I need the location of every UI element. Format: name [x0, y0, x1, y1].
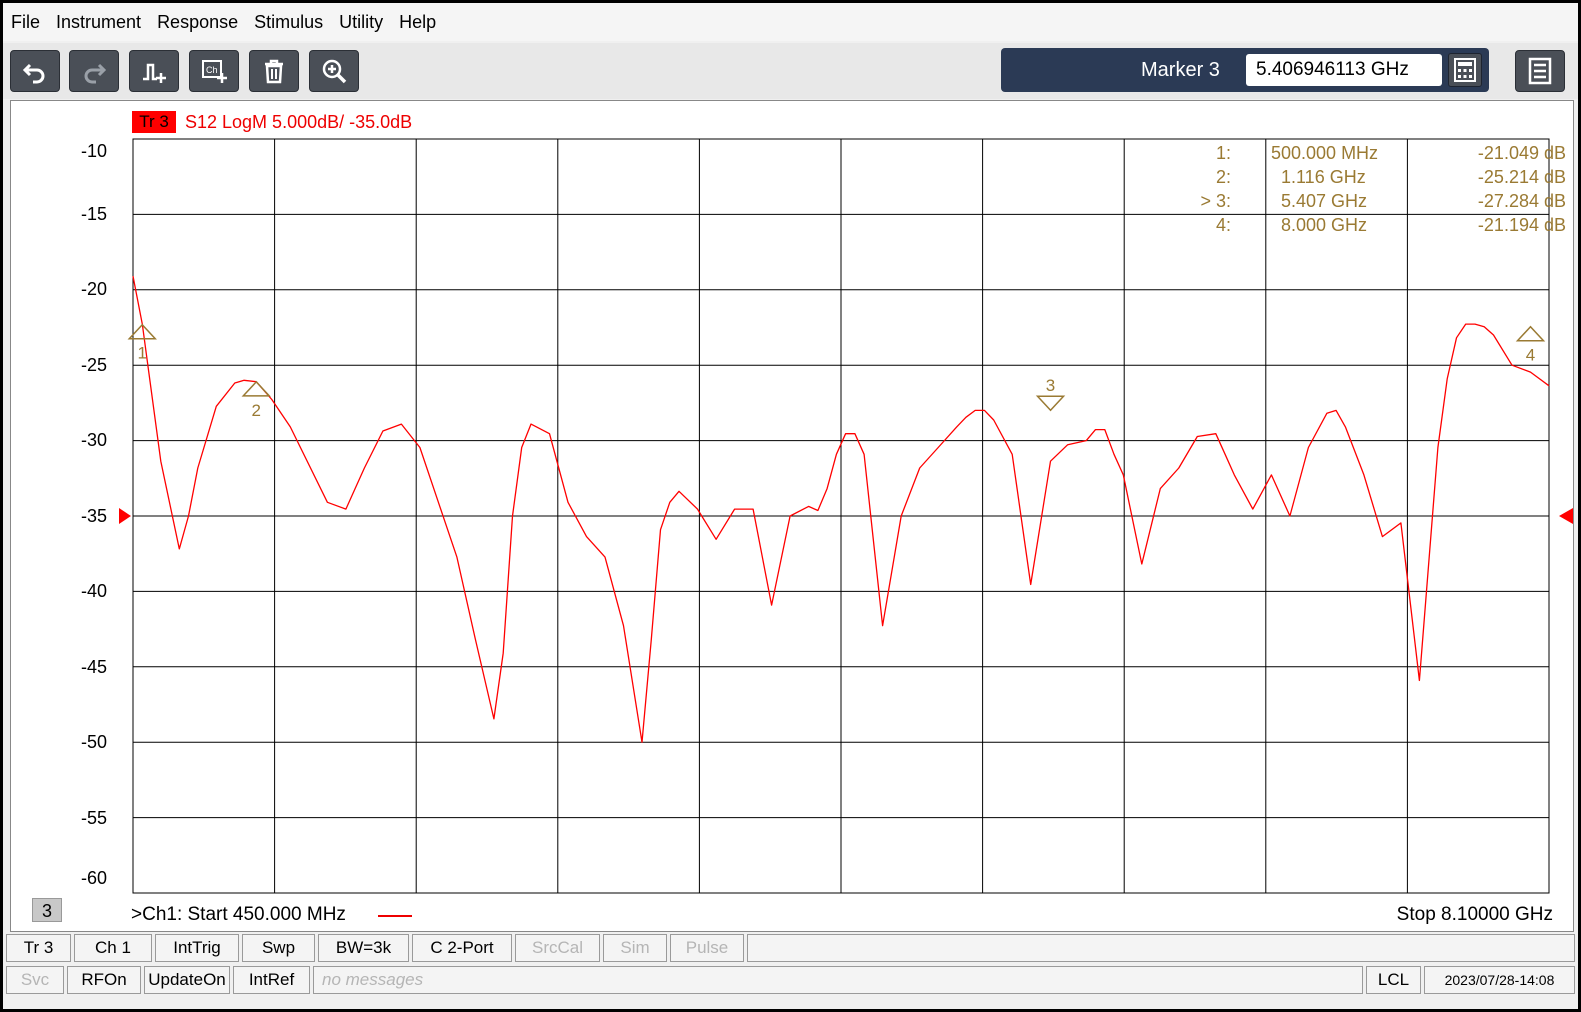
- status-lcl[interactable]: LCL: [1366, 966, 1421, 994]
- status-update-on[interactable]: UpdateOn: [144, 966, 230, 994]
- redo-button[interactable]: [69, 50, 119, 92]
- delete-button[interactable]: [249, 50, 299, 92]
- undo-icon: [22, 63, 45, 84]
- status-messages: no messages: [313, 966, 1363, 994]
- channel-number-box[interactable]: 3: [32, 898, 62, 922]
- status-intref[interactable]: IntRef: [233, 966, 310, 994]
- softkey-menu-icon: [1528, 57, 1552, 85]
- stop-frequency-label[interactable]: Stop 8.10000 GHz: [1396, 904, 1553, 925]
- status-svc[interactable]: Svc: [6, 966, 64, 994]
- trace-title: S12 LogM 5.000dB/ -35.0dB: [185, 112, 413, 132]
- keypad-button[interactable]: [1448, 53, 1482, 87]
- status-calibration[interactable]: C 2-Port: [412, 934, 512, 962]
- trace-badge[interactable]: Tr 3: [132, 111, 176, 133]
- marker-frequency: 8.000 GHz: [1281, 215, 1368, 235]
- y-tick-label: -55: [80, 808, 107, 828]
- status-trigger[interactable]: IntTrig: [155, 934, 239, 962]
- add-channel-button[interactable]: Ch: [189, 50, 239, 92]
- status-trace[interactable]: Tr 3: [6, 934, 71, 962]
- add-trace-icon: [143, 63, 166, 83]
- status-sweep[interactable]: Swp: [242, 934, 315, 962]
- marker-number-label: 2: [252, 401, 261, 420]
- marker-frequency: 5.407 GHz: [1281, 191, 1368, 211]
- status-pulse[interactable]: Pulse: [670, 934, 744, 962]
- y-tick-label: -45: [80, 657, 107, 677]
- keypad-icon: [1454, 58, 1476, 82]
- zoom-icon: [322, 59, 347, 84]
- status-empty: [747, 934, 1575, 962]
- vna-window: File Instrument Response Stimulus Utilit…: [3, 3, 1578, 1009]
- delete-icon: [265, 59, 283, 84]
- y-tick-label: -25: [80, 355, 107, 375]
- marker-number: > 3:: [1200, 191, 1231, 211]
- y-tick-label: -30: [80, 430, 107, 450]
- trace-color-swatch: [378, 915, 412, 917]
- menu-response[interactable]: Response: [157, 12, 239, 32]
- marker-number: 4:: [1215, 215, 1231, 235]
- softkey-menu-button[interactable]: [1515, 50, 1565, 92]
- status-bandwidth[interactable]: BW=3k: [318, 934, 409, 962]
- trace-line: [132, 275, 1550, 743]
- start-frequency-label[interactable]: >Ch1: Start 450.000 MHz: [131, 904, 346, 925]
- toolbar: Ch Marker 3 5.406946113 GHz: [3, 43, 1578, 99]
- undo-button[interactable]: [10, 50, 60, 92]
- marker-value: -25.214 dB: [1477, 167, 1566, 187]
- marker-triangle: [241, 380, 271, 397]
- marker-triangle: [127, 323, 157, 340]
- menu-help[interactable]: Help: [399, 12, 437, 32]
- marker-triangle: [1515, 325, 1546, 342]
- menu-instrument[interactable]: Instrument: [56, 12, 142, 32]
- y-tick-label: -10: [80, 141, 107, 161]
- add-trace-button[interactable]: [129, 50, 179, 92]
- status-srccal[interactable]: SrcCal: [515, 934, 600, 962]
- marker-frequency: 500.000 MHz: [1271, 143, 1379, 163]
- marker-triangle: [1035, 395, 1066, 412]
- status-channel[interactable]: Ch 1: [74, 934, 152, 962]
- status-sim[interactable]: Sim: [603, 934, 667, 962]
- menu-bar: File Instrument Response Stimulus Utilit…: [3, 3, 1578, 41]
- svg-text:Ch: Ch: [206, 65, 218, 75]
- add-channel-icon: Ch: [202, 60, 227, 83]
- marker-value: -27.284 dB: [1477, 191, 1566, 211]
- status-bar-bottom: Svc RFOn UpdateOn IntRef no messages LCL…: [3, 964, 1578, 996]
- marker-number: 2:: [1215, 167, 1231, 187]
- status-rf-on[interactable]: RFOn: [67, 966, 141, 994]
- y-tick-label: -50: [80, 732, 107, 752]
- menu-stimulus[interactable]: Stimulus: [254, 12, 324, 32]
- y-tick-label: -60: [80, 868, 107, 888]
- status-datetime: 2023/07/28-14:08: [1424, 966, 1575, 994]
- marker-label: Marker 3: [1141, 59, 1220, 81]
- y-tick-label: -20: [80, 279, 107, 299]
- reference-level-left-arrow: [119, 508, 131, 524]
- status-bar-top: Tr 3 Ch 1 IntTrig Swp BW=3k C 2-Port Src…: [3, 932, 1578, 964]
- marker-frequency: 1.116 GHz: [1281, 167, 1366, 187]
- marker-value: -21.194 dB: [1477, 215, 1566, 235]
- plot-area: 1 2 3 4: [119, 138, 1573, 894]
- zoom-button[interactable]: [309, 50, 359, 92]
- reference-level-right-arrow: [1559, 508, 1573, 524]
- redo-icon: [84, 63, 107, 84]
- marker-number-label: 3: [1046, 376, 1055, 395]
- marker-value: -21.049 dB: [1477, 143, 1566, 163]
- marker-number-label: 4: [1526, 346, 1535, 365]
- y-tick-label: -15: [80, 204, 107, 224]
- y-tick-label: -40: [80, 581, 107, 601]
- menu-file[interactable]: File: [11, 12, 41, 32]
- marker-number: 1:: [1215, 143, 1231, 163]
- marker-number-label: 1: [138, 344, 147, 363]
- marker-entry-panel: Marker 3 5.406946113 GHz: [1001, 48, 1489, 92]
- marker-frequency-input[interactable]: 5.406946113 GHz: [1246, 54, 1442, 86]
- y-tick-label: -35: [80, 506, 107, 526]
- menu-utility[interactable]: Utility: [339, 12, 384, 32]
